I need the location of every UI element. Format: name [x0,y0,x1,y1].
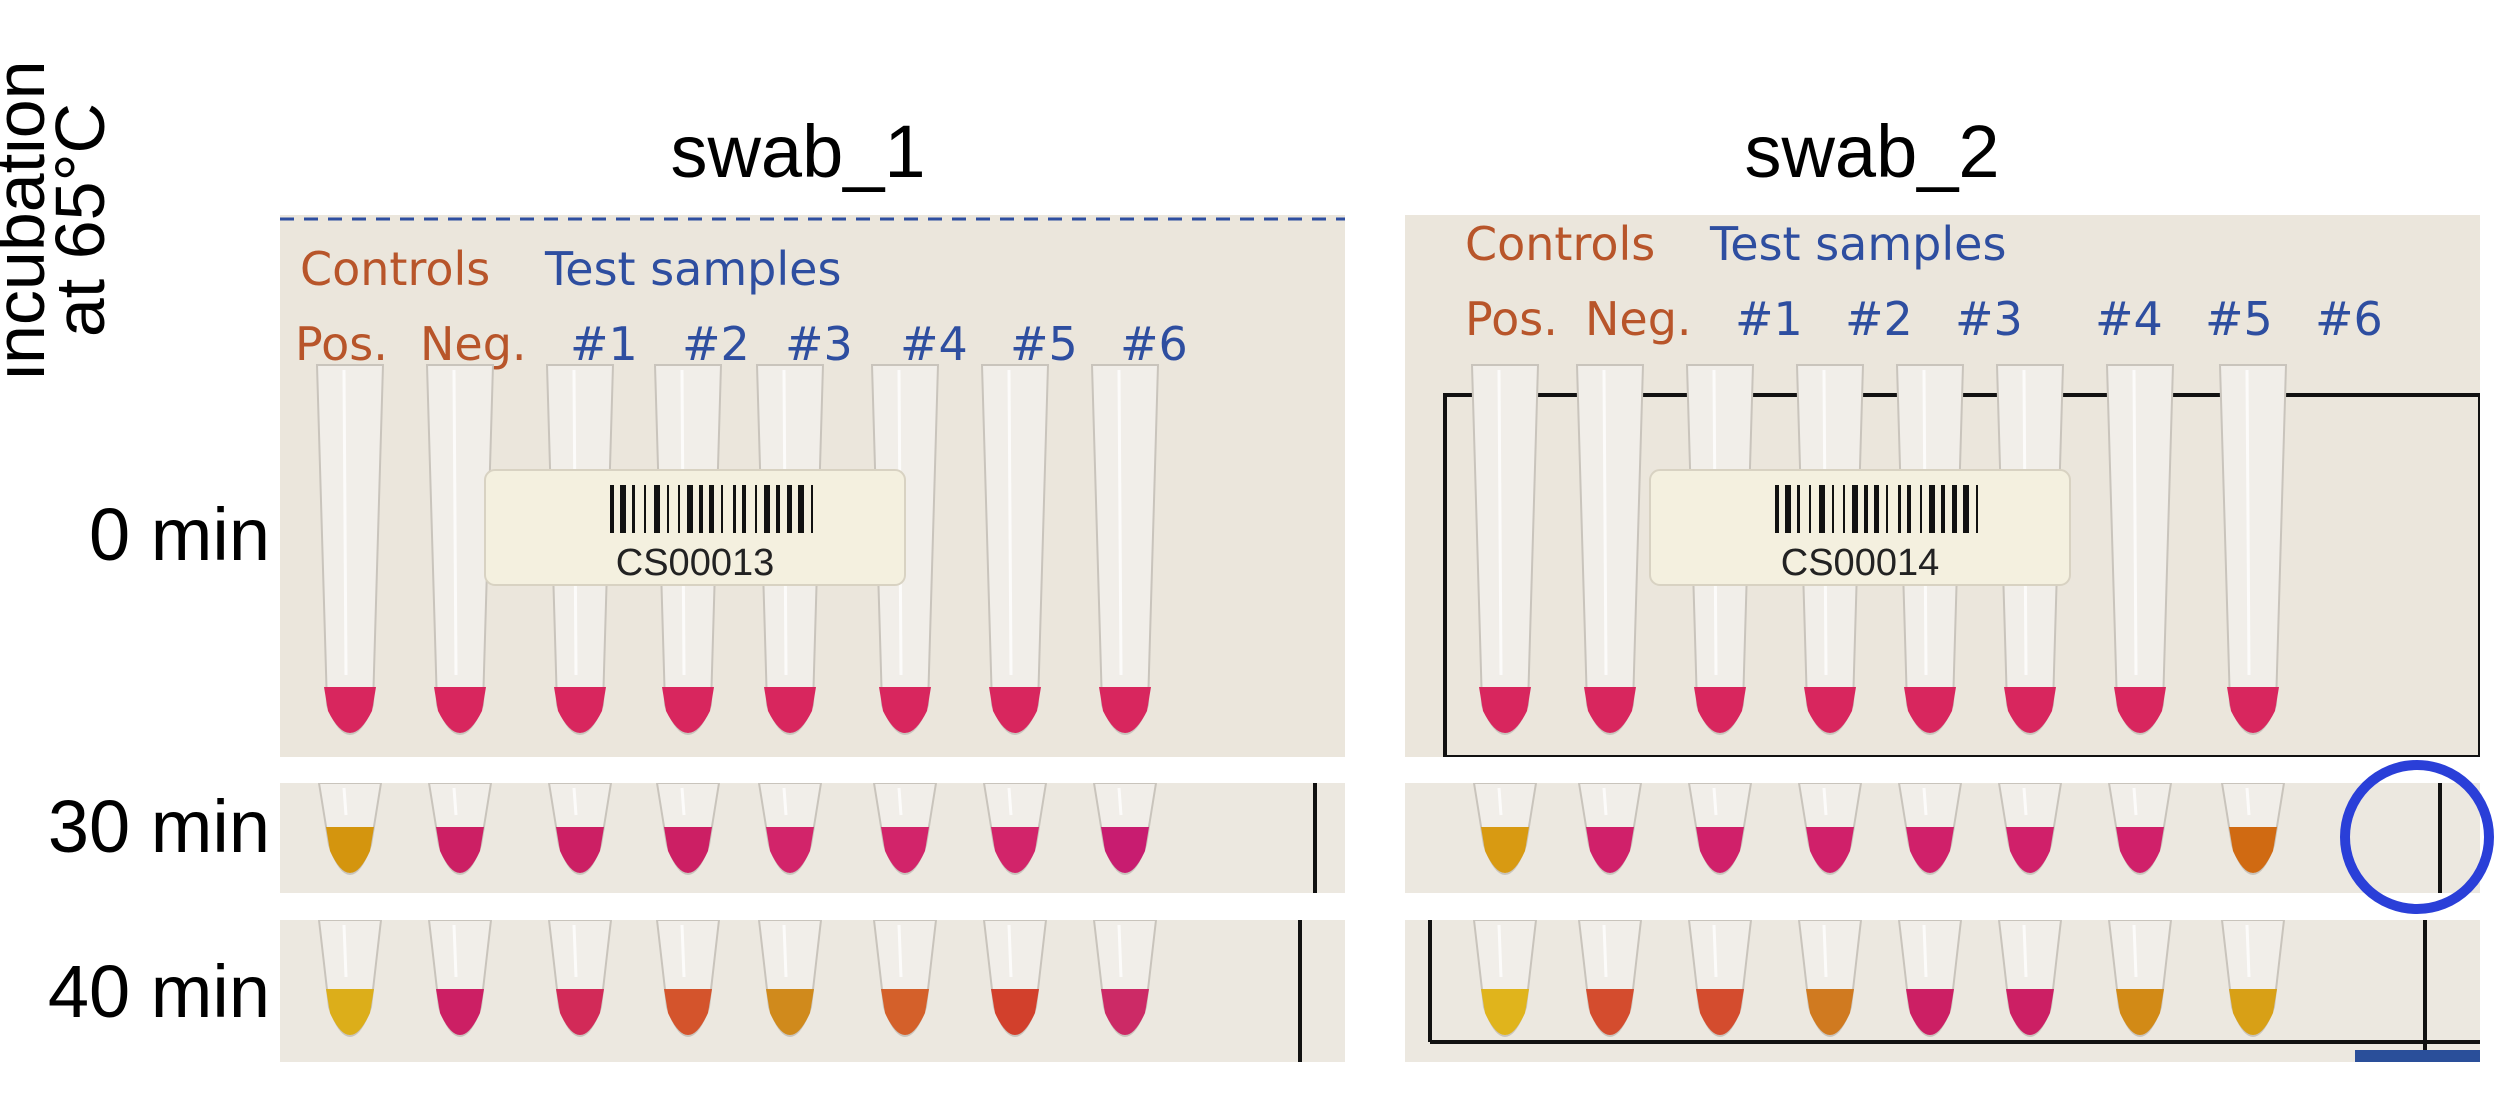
sample-tube [2107,920,2173,1037]
sample-tube [1895,364,1965,735]
barcode-sticker: CS00014 [1649,469,2071,586]
tube-label: Neg. [1585,292,1692,346]
sample-tube [982,783,1048,875]
sample-tube [980,364,1050,735]
sample-tube [982,920,1048,1037]
sample-tube [427,783,493,875]
positive-result-highlight-circle [2340,760,2494,914]
sample-tube [317,783,383,875]
tube-label: #3 [1955,292,2023,346]
sample-tube [317,920,383,1037]
sample-tube [655,783,721,875]
axis-label-line2: at 65°C [41,102,119,338]
sample-tube [1090,364,1160,735]
tube-label: #3 [785,317,853,371]
controls-label: Controls [1465,217,1655,271]
sample-tube [1997,920,2063,1037]
sample-tube [1092,783,1158,875]
sample-tube [2218,364,2288,735]
sample-tube [1575,364,1645,735]
sample-tube [872,783,938,875]
sample-tube [2107,783,2173,875]
tube-label: #5 [1010,317,1078,371]
test-samples-label: Test samples [1709,217,2006,271]
sample-tube [547,783,613,875]
sample-tube [1997,783,2063,875]
photo-swab-1-30min [280,783,1345,893]
sample-tube [1577,920,1643,1037]
sample-tube [1687,920,1753,1037]
time-label-40min: 40 min [47,950,270,1033]
barcode-number: CS00014 [1781,542,1939,584]
sample-tube [1687,783,1753,875]
barcode-number: CS00013 [616,542,774,584]
sample-tube [757,783,823,875]
sample-tube [2220,783,2286,875]
sample-tube [872,920,938,1037]
incubation-axis-label: incubation at 65°C [0,0,119,440]
photo-swab-1-0min: Controls Test samples Pos. Neg. #1 #2 #3 #4 #5 #6… [280,215,1345,757]
barcode-sticker: CS00013 [484,469,906,586]
tube-label: Pos. [295,317,388,371]
sample-tube [655,920,721,1037]
time-label-30min: 30 min [47,785,270,868]
tube-label: #4 [2095,292,2163,346]
sample-tube [425,364,495,735]
tube-label: #6 [1120,317,1188,371]
sample-tube [1092,920,1158,1037]
sample-tube [427,920,493,1037]
photo-swab-1-40min [280,920,1345,1062]
tube-label: #2 [1845,292,1913,346]
tube-label: #6 [2315,292,2383,346]
column-title-swab-1: swab_1 [670,110,926,193]
photo-swab-2-40min [1405,920,2480,1062]
photo-swab-2-30min [1405,783,2480,893]
sample-tube [1797,920,1863,1037]
sample-tube [1472,783,1538,875]
tube-label: #2 [682,317,750,371]
sample-tube [2220,920,2286,1037]
sample-tube [1472,920,1538,1037]
time-label-0min: 0 min [89,493,270,576]
sample-tube [1897,783,1963,875]
tube-label: #5 [2205,292,2273,346]
tube-label: Pos. [1465,292,1558,346]
sample-tube [315,364,385,735]
test-samples-label: Test samples [544,242,841,296]
tube-label: Neg. [420,317,527,371]
tube-label: #1 [570,317,638,371]
sample-tube [2105,364,2175,735]
sample-tube [1470,364,1540,735]
column-title-swab-2: swab_2 [1744,110,2000,193]
tube-label: #1 [1735,292,1803,346]
sample-tube [757,920,823,1037]
sample-tube [547,920,613,1037]
tube-label: #4 [900,317,968,371]
sample-tube [1577,783,1643,875]
photo-swab-2-0min: Controls Test samples Pos. Neg. #1 #2 #3 #4 #5 #6… [1405,215,2480,757]
controls-label: Controls [300,242,490,296]
sample-tube [1797,783,1863,875]
sample-tube [1897,920,1963,1037]
